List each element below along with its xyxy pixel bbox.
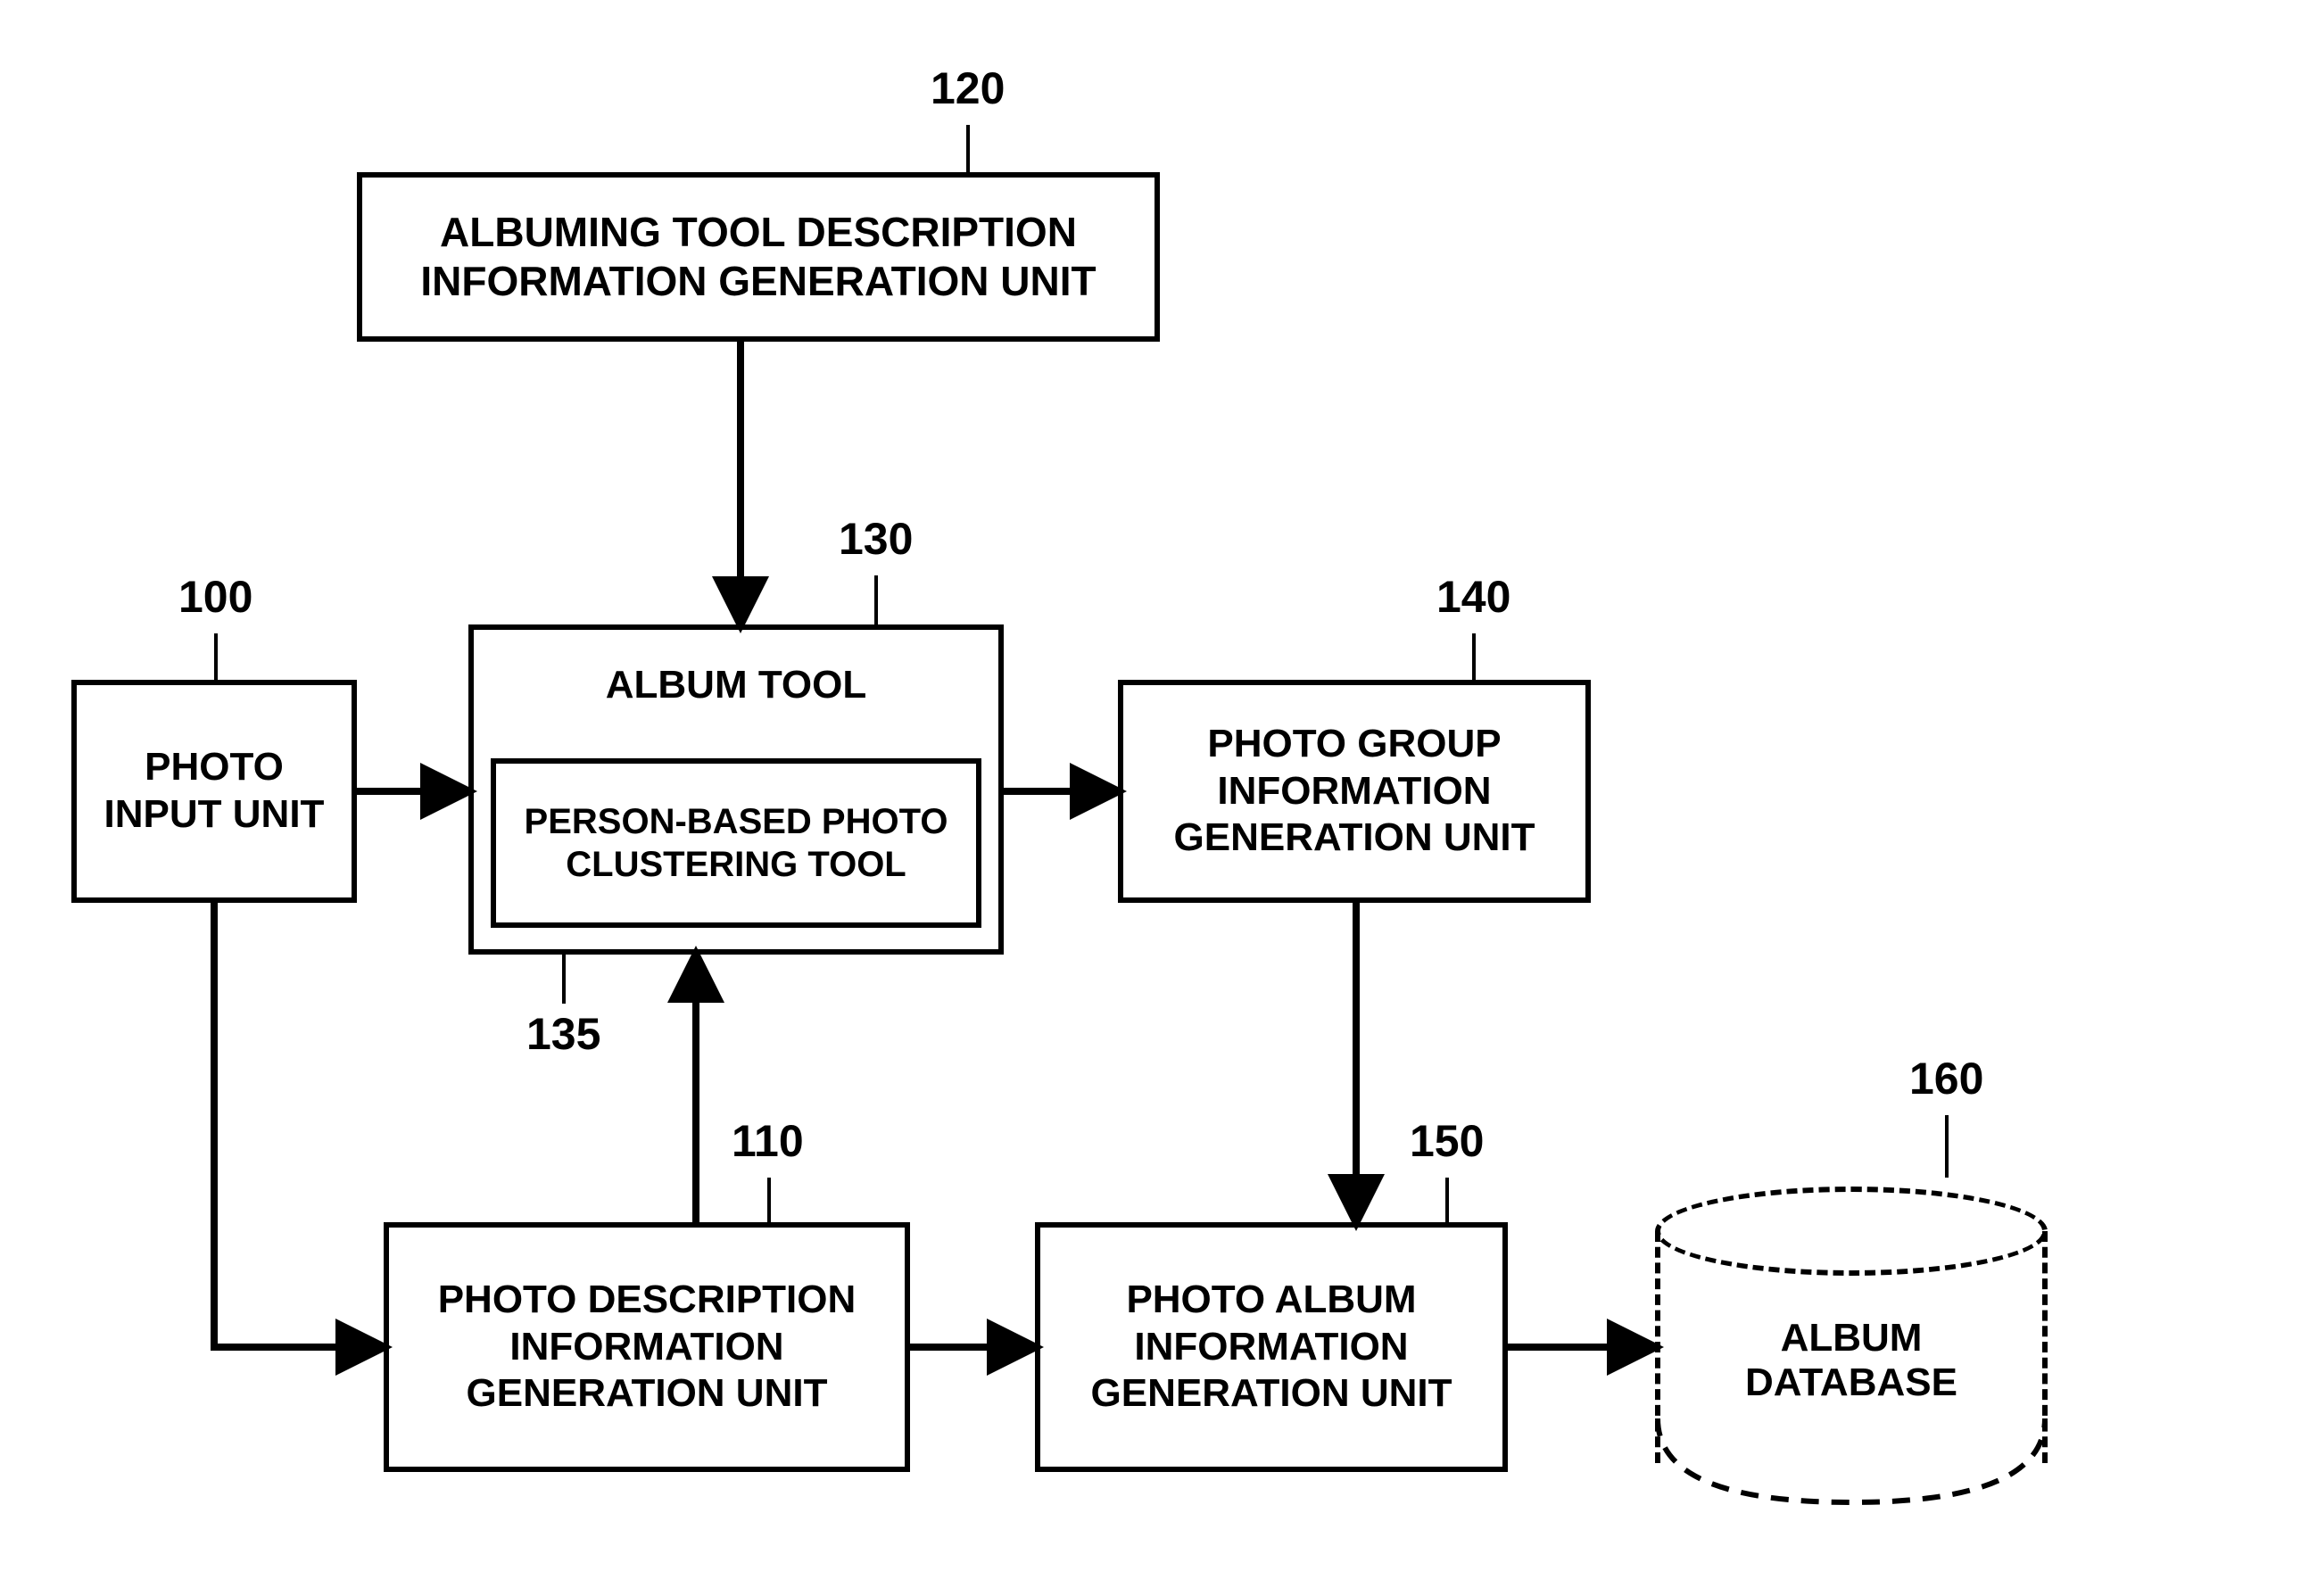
photo-group-info-unit-box: PHOTO GROUP INFORMATION GENERATION UNIT bbox=[1118, 680, 1591, 903]
ref-160: 160 bbox=[1909, 1053, 1983, 1104]
photo-group-info-unit-label: PHOTO GROUP INFORMATION GENERATION UNIT bbox=[1174, 721, 1535, 862]
albuming-tool-desc-unit-label: ALBUMING TOOL DESCRIPTION INFORMATION GE… bbox=[420, 208, 1096, 306]
ref-120: 120 bbox=[931, 62, 1005, 114]
ref-135: 135 bbox=[526, 1008, 600, 1060]
ref-line-140 bbox=[1472, 633, 1476, 680]
ref-100: 100 bbox=[178, 571, 252, 623]
ref-110: 110 bbox=[732, 1115, 804, 1167]
ref-line-110 bbox=[767, 1178, 771, 1222]
photo-input-unit-box: PHOTO INPUT UNIT bbox=[71, 680, 357, 903]
photo-album-info-unit-label: PHOTO ALBUM INFORMATION GENERATION UNIT bbox=[1091, 1277, 1452, 1418]
album-database-cylinder: ALBUM DATABASE bbox=[1655, 1187, 2048, 1490]
ref-line-120 bbox=[966, 125, 970, 172]
photo-input-unit-label: PHOTO INPUT UNIT bbox=[104, 744, 325, 839]
photo-desc-info-unit-label: PHOTO DESCRIPTION INFORMATION GENERATION… bbox=[438, 1277, 857, 1418]
photo-album-info-unit-box: PHOTO ALBUM INFORMATION GENERATION UNIT bbox=[1035, 1222, 1508, 1472]
ref-line-150 bbox=[1445, 1178, 1449, 1222]
ref-130: 130 bbox=[839, 513, 913, 565]
photo-desc-info-unit-box: PHOTO DESCRIPTION INFORMATION GENERATION… bbox=[384, 1222, 910, 1472]
cylinder-bottom-arc bbox=[1655, 1418, 2048, 1508]
ref-line-130 bbox=[874, 575, 878, 624]
album-database-label: ALBUM DATABASE bbox=[1745, 1289, 1957, 1405]
ref-line-100 bbox=[214, 633, 218, 680]
ref-140: 140 bbox=[1436, 571, 1510, 623]
ref-line-135 bbox=[562, 955, 566, 1004]
person-based-clustering-box: PERSON-BASED PHOTO CLUSTERING TOOL bbox=[491, 758, 981, 928]
ref-line-160 bbox=[1945, 1115, 1949, 1178]
albuming-tool-desc-unit-box: ALBUMING TOOL DESCRIPTION INFORMATION GE… bbox=[357, 172, 1160, 342]
person-based-clustering-label: PERSON-BASED PHOTO CLUSTERING TOOL bbox=[525, 800, 948, 886]
edge-100-110 bbox=[214, 903, 378, 1347]
ref-150: 150 bbox=[1410, 1115, 1484, 1167]
album-tool-title: ALBUM TOOL bbox=[606, 662, 867, 709]
